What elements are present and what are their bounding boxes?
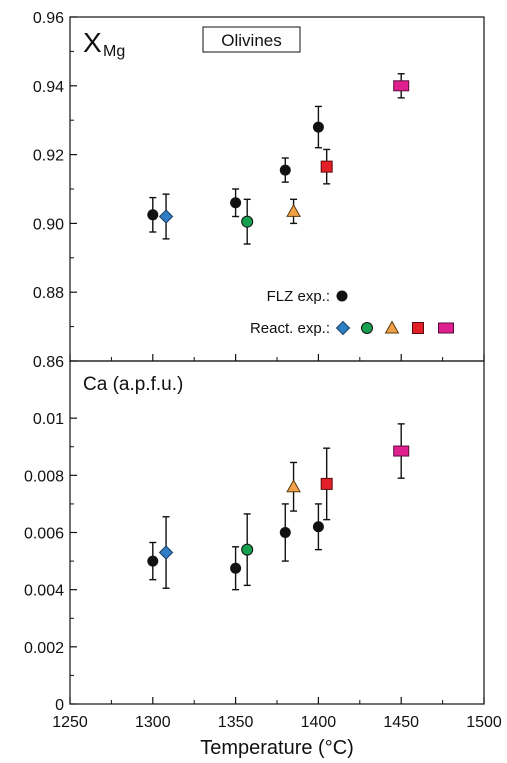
top-point-rect-magenta	[393, 80, 410, 92]
bottom-panel-label: Ca (a.p.f.u.)	[83, 374, 183, 395]
bottom-y-tick-label: 0.004	[24, 583, 64, 600]
bottom-y-tick-label: 0.002	[24, 640, 64, 657]
bottom-y-tick-label: 0	[55, 697, 64, 714]
bottom-point-rect-magenta	[393, 445, 410, 457]
top-point-diamond-blue	[158, 209, 174, 224]
top-y-tick-label: 0.92	[33, 148, 64, 165]
bottom-y-tick-label: 0.01	[33, 411, 64, 428]
top-y-tick-label: 0.90	[33, 216, 64, 233]
x-axis-label: Temperature (°C)	[200, 737, 354, 759]
top-point-circle-black	[147, 209, 159, 221]
bottom-panel-marks	[147, 423, 410, 591]
top-point-circle-black	[230, 197, 242, 209]
bottom-panel-axes: 0 0.002 0.004 0.006 0.008 0.01 1250 1300 1350 140…	[24, 360, 502, 731]
legend-marker-circle-black	[336, 290, 348, 302]
legend-marker-triangle-orange	[384, 320, 400, 334]
bottom-y-tick-label: 0.008	[24, 468, 64, 485]
top-panel-marks	[147, 73, 410, 245]
bottom-point-triangle-orange	[286, 479, 301, 493]
bottom-point-circle-black	[147, 555, 159, 567]
legend-marker-square-red	[412, 322, 424, 334]
bottom-point-diamond-blue	[158, 545, 174, 560]
chart-title: Olivines	[221, 31, 281, 50]
bottom-point-square-red	[320, 477, 333, 490]
legend-marker-circle-green	[361, 322, 373, 334]
top-point-triangle-orange	[286, 203, 301, 217]
top-y-tick-label: 0.86	[33, 354, 64, 371]
top-point-circle-black	[312, 121, 324, 133]
legend-label-flz: FLZ exp.:	[267, 288, 330, 305]
top-y-tick-label: 0.94	[33, 79, 64, 96]
legend-marker-rect-magenta	[438, 322, 454, 334]
x-tick-label: 1500	[466, 714, 502, 731]
bottom-point-circle-black	[279, 527, 291, 538]
legend-label-react: React. exp.:	[250, 320, 330, 337]
x-tick-label: 1250	[52, 714, 88, 731]
top-point-circle-black	[279, 164, 291, 176]
x-tick-label: 1300	[135, 714, 171, 731]
title-box	[202, 26, 301, 53]
top-y-tick-label: 0.88	[33, 285, 64, 302]
bottom-point-circle-black	[230, 562, 242, 574]
top-panel-label-subscript: Mg	[103, 43, 125, 60]
top-panel-label: X	[83, 27, 102, 58]
x-tick-label: 1350	[218, 714, 254, 731]
top-y-tick-label: 0.96	[33, 10, 64, 27]
x-tick-label: 1450	[383, 714, 419, 731]
bottom-point-circle-green	[241, 543, 254, 556]
top-point-square-red	[320, 160, 333, 173]
legend-markers	[335, 290, 454, 336]
legend-marker-diamond-blue	[335, 320, 351, 336]
top-point-circle-green	[241, 215, 254, 228]
x-tick-label: 1400	[301, 714, 337, 731]
bottom-point-circle-black	[312, 521, 324, 533]
bottom-y-tick-label: 0.006	[24, 526, 64, 543]
